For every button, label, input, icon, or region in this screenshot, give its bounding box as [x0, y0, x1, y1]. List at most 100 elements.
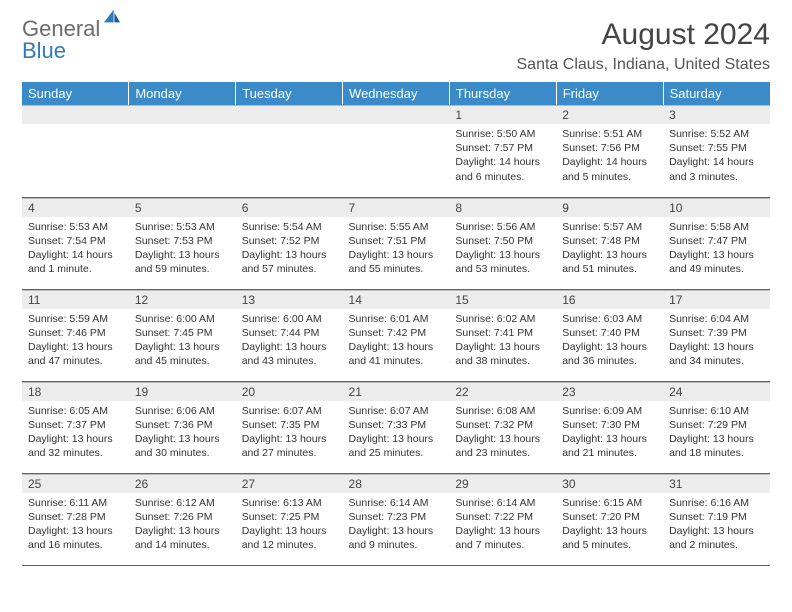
- calendar-row: 18Sunrise: 6:05 AMSunset: 7:37 PMDayligh…: [22, 381, 770, 473]
- calendar-table: SundayMondayTuesdayWednesdayThursdayFrid…: [22, 82, 770, 566]
- calendar-cell: 24Sunrise: 6:10 AMSunset: 7:29 PMDayligh…: [663, 381, 770, 473]
- day-number: 13: [236, 290, 343, 309]
- day-number: 5: [129, 198, 236, 217]
- calendar-cell: 3Sunrise: 5:52 AMSunset: 7:55 PMDaylight…: [663, 105, 770, 197]
- day-details: Sunrise: 6:16 AMSunset: 7:19 PMDaylight:…: [663, 493, 770, 557]
- calendar-cell: 14Sunrise: 6:01 AMSunset: 7:42 PMDayligh…: [343, 289, 450, 381]
- calendar-cell: 10Sunrise: 5:58 AMSunset: 7:47 PMDayligh…: [663, 197, 770, 289]
- calendar-cell: 22Sunrise: 6:08 AMSunset: 7:32 PMDayligh…: [449, 381, 556, 473]
- day-number: 30: [556, 474, 663, 493]
- day-details: Sunrise: 5:57 AMSunset: 7:48 PMDaylight:…: [556, 217, 663, 281]
- day-details: Sunrise: 6:00 AMSunset: 7:44 PMDaylight:…: [236, 309, 343, 373]
- day-details: Sunrise: 6:04 AMSunset: 7:39 PMDaylight:…: [663, 309, 770, 373]
- day-number: 19: [129, 382, 236, 401]
- day-number: [129, 105, 236, 124]
- day-number: 1: [449, 105, 556, 124]
- day-details: Sunrise: 6:02 AMSunset: 7:41 PMDaylight:…: [449, 309, 556, 373]
- day-number: 18: [22, 382, 129, 401]
- calendar-cell: [129, 105, 236, 197]
- location: Santa Claus, Indiana, United States: [517, 56, 771, 74]
- calendar-cell: 15Sunrise: 6:02 AMSunset: 7:41 PMDayligh…: [449, 289, 556, 381]
- day-number: 26: [129, 474, 236, 493]
- day-number: 14: [343, 290, 450, 309]
- day-number: 15: [449, 290, 556, 309]
- day-details: Sunrise: 6:15 AMSunset: 7:20 PMDaylight:…: [556, 493, 663, 557]
- weekday-header: Friday: [556, 82, 663, 105]
- month-title: August 2024: [517, 18, 771, 52]
- day-number: 25: [22, 474, 129, 493]
- calendar-cell: 28Sunrise: 6:14 AMSunset: 7:23 PMDayligh…: [343, 473, 450, 565]
- calendar-cell: 9Sunrise: 5:57 AMSunset: 7:48 PMDaylight…: [556, 197, 663, 289]
- logo-text-2: Blue: [22, 38, 66, 63]
- day-number: 4: [22, 198, 129, 217]
- calendar-cell: 1Sunrise: 5:50 AMSunset: 7:57 PMDaylight…: [449, 105, 556, 197]
- day-number: [22, 105, 129, 124]
- day-number: 22: [449, 382, 556, 401]
- day-details: Sunrise: 6:12 AMSunset: 7:26 PMDaylight:…: [129, 493, 236, 557]
- day-details: Sunrise: 5:52 AMSunset: 7:55 PMDaylight:…: [663, 124, 770, 188]
- day-details: Sunrise: 5:59 AMSunset: 7:46 PMDaylight:…: [22, 309, 129, 373]
- day-details: Sunrise: 6:10 AMSunset: 7:29 PMDaylight:…: [663, 401, 770, 465]
- day-number: 10: [663, 198, 770, 217]
- day-details: Sunrise: 6:07 AMSunset: 7:35 PMDaylight:…: [236, 401, 343, 465]
- weekday-header: Wednesday: [343, 82, 450, 105]
- day-details: Sunrise: 6:06 AMSunset: 7:36 PMDaylight:…: [129, 401, 236, 465]
- day-details: Sunrise: 6:03 AMSunset: 7:40 PMDaylight:…: [556, 309, 663, 373]
- day-number: 11: [22, 290, 129, 309]
- day-details: Sunrise: 6:11 AMSunset: 7:28 PMDaylight:…: [22, 493, 129, 557]
- day-number: 9: [556, 198, 663, 217]
- day-number: 31: [663, 474, 770, 493]
- calendar-cell: 26Sunrise: 6:12 AMSunset: 7:26 PMDayligh…: [129, 473, 236, 565]
- calendar-cell: 13Sunrise: 6:00 AMSunset: 7:44 PMDayligh…: [236, 289, 343, 381]
- weekday-header: Saturday: [663, 82, 770, 105]
- calendar-cell: 20Sunrise: 6:07 AMSunset: 7:35 PMDayligh…: [236, 381, 343, 473]
- day-details: Sunrise: 5:51 AMSunset: 7:56 PMDaylight:…: [556, 124, 663, 188]
- day-number: 23: [556, 382, 663, 401]
- day-number: 17: [663, 290, 770, 309]
- day-number: 8: [449, 198, 556, 217]
- calendar-cell: 2Sunrise: 5:51 AMSunset: 7:56 PMDaylight…: [556, 105, 663, 197]
- calendar-body: 1Sunrise: 5:50 AMSunset: 7:57 PMDaylight…: [22, 105, 770, 565]
- calendar-cell: 27Sunrise: 6:13 AMSunset: 7:25 PMDayligh…: [236, 473, 343, 565]
- weekday-header: Monday: [129, 82, 236, 105]
- day-details: Sunrise: 6:09 AMSunset: 7:30 PMDaylight:…: [556, 401, 663, 465]
- day-details: Sunrise: 6:01 AMSunset: 7:42 PMDaylight:…: [343, 309, 450, 373]
- calendar-cell: 5Sunrise: 5:53 AMSunset: 7:53 PMDaylight…: [129, 197, 236, 289]
- day-number: [236, 105, 343, 124]
- day-number: 6: [236, 198, 343, 217]
- day-details: Sunrise: 6:05 AMSunset: 7:37 PMDaylight:…: [22, 401, 129, 465]
- day-number: 2: [556, 105, 663, 124]
- day-details: Sunrise: 6:07 AMSunset: 7:33 PMDaylight:…: [343, 401, 450, 465]
- weekday-header: Sunday: [22, 82, 129, 105]
- day-number: 20: [236, 382, 343, 401]
- header: GeneralBlue August 2024 Santa Claus, Ind…: [22, 18, 770, 74]
- calendar-cell: [343, 105, 450, 197]
- day-number: [343, 105, 450, 124]
- day-details: Sunrise: 5:50 AMSunset: 7:57 PMDaylight:…: [449, 124, 556, 188]
- day-details: Sunrise: 5:53 AMSunset: 7:54 PMDaylight:…: [22, 217, 129, 281]
- calendar-cell: 4Sunrise: 5:53 AMSunset: 7:54 PMDaylight…: [22, 197, 129, 289]
- title-block: August 2024 Santa Claus, Indiana, United…: [517, 18, 771, 74]
- calendar-cell: 16Sunrise: 6:03 AMSunset: 7:40 PMDayligh…: [556, 289, 663, 381]
- calendar-cell: 18Sunrise: 6:05 AMSunset: 7:37 PMDayligh…: [22, 381, 129, 473]
- day-details: Sunrise: 6:14 AMSunset: 7:23 PMDaylight:…: [343, 493, 450, 557]
- calendar-row: 25Sunrise: 6:11 AMSunset: 7:28 PMDayligh…: [22, 473, 770, 565]
- day-number: 24: [663, 382, 770, 401]
- calendar-cell: 25Sunrise: 6:11 AMSunset: 7:28 PMDayligh…: [22, 473, 129, 565]
- day-number: 16: [556, 290, 663, 309]
- day-number: 28: [343, 474, 450, 493]
- calendar-cell: 29Sunrise: 6:14 AMSunset: 7:22 PMDayligh…: [449, 473, 556, 565]
- day-number: 12: [129, 290, 236, 309]
- logo: GeneralBlue: [22, 18, 122, 62]
- calendar-cell: 23Sunrise: 6:09 AMSunset: 7:30 PMDayligh…: [556, 381, 663, 473]
- logo-sail-icon: [102, 8, 122, 24]
- day-details: Sunrise: 5:58 AMSunset: 7:47 PMDaylight:…: [663, 217, 770, 281]
- calendar-cell: 21Sunrise: 6:07 AMSunset: 7:33 PMDayligh…: [343, 381, 450, 473]
- day-details: Sunrise: 6:00 AMSunset: 7:45 PMDaylight:…: [129, 309, 236, 373]
- day-details: Sunrise: 5:55 AMSunset: 7:51 PMDaylight:…: [343, 217, 450, 281]
- calendar-cell: 30Sunrise: 6:15 AMSunset: 7:20 PMDayligh…: [556, 473, 663, 565]
- day-number: 29: [449, 474, 556, 493]
- calendar-cell: [236, 105, 343, 197]
- calendar-cell: 12Sunrise: 6:00 AMSunset: 7:45 PMDayligh…: [129, 289, 236, 381]
- day-details: Sunrise: 5:54 AMSunset: 7:52 PMDaylight:…: [236, 217, 343, 281]
